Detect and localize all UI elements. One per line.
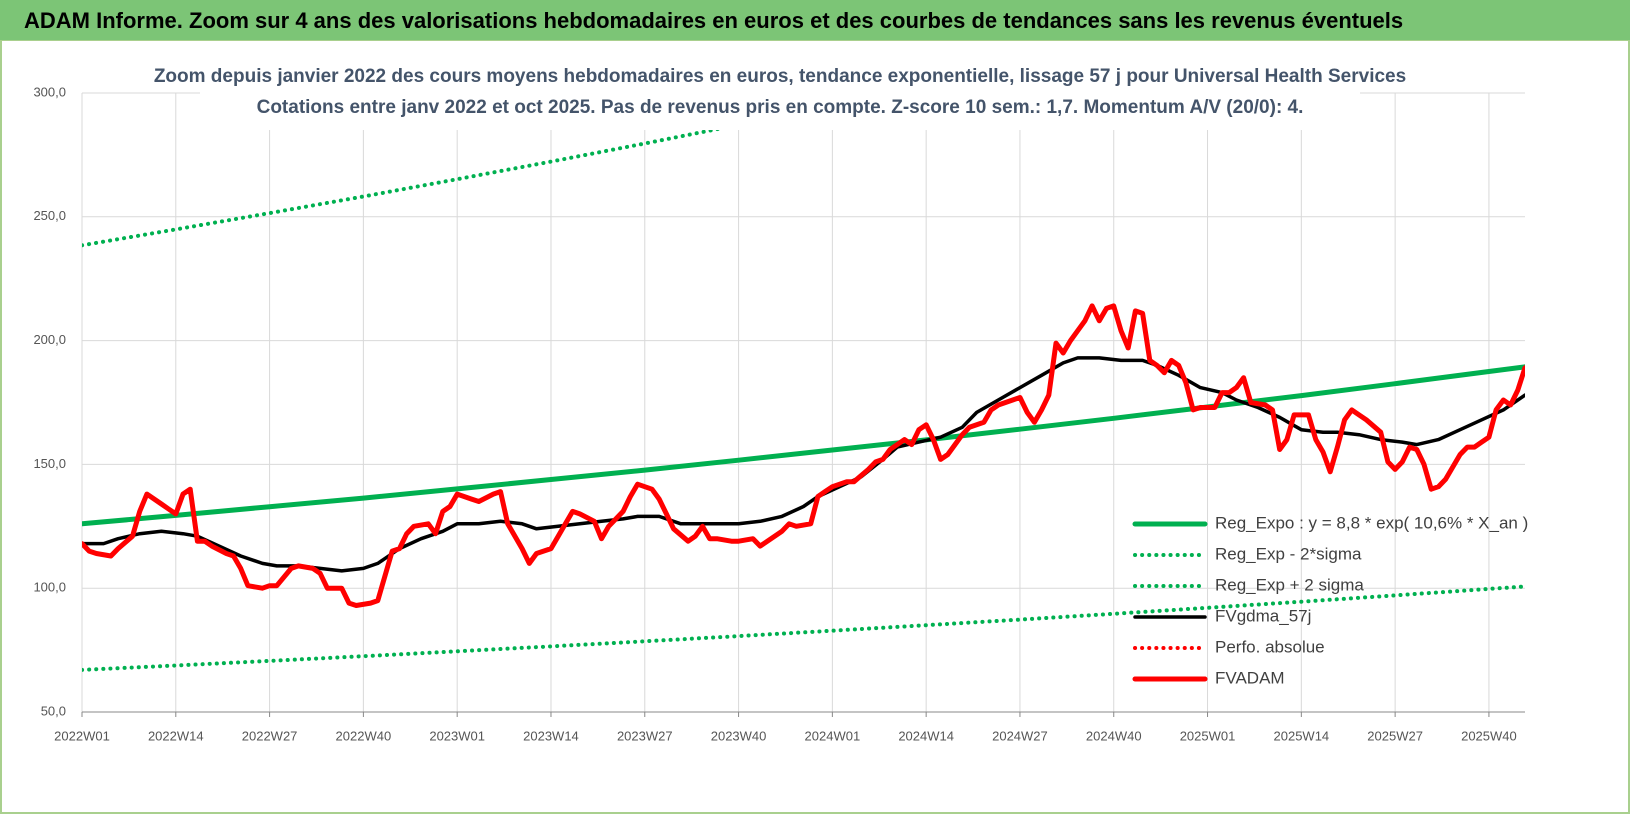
x-tick-label: 2023W14	[523, 728, 579, 743]
y-tick-label: 150,0	[33, 456, 66, 471]
y-tick-label: 300,0	[33, 84, 66, 99]
x-tick-label: 2024W27	[992, 728, 1048, 743]
series-line	[82, 356, 1525, 573]
legend-label: FVADAM	[1215, 668, 1285, 687]
series-line	[82, 584, 1525, 672]
x-tick-label: 2023W27	[617, 728, 673, 743]
chart-subtitle: Cotations entre janv 2022 et oct 2025. P…	[257, 97, 1304, 118]
grid: 50,0 100,0 150,0 200,0 250,0 300,0 2022W01 2022…	[33, 84, 1525, 743]
x-tick-label: 2025W01	[1180, 728, 1236, 743]
x-tick-label: 2023W01	[429, 728, 485, 743]
y-tick-label: 50,0	[41, 703, 66, 718]
x-tick-label: 2024W01	[805, 728, 861, 743]
legend-label: Reg_Exp - 2*sigma	[1215, 544, 1362, 563]
x-tick-label: 2023W40	[711, 728, 767, 743]
legend-label: FVgdma_57j	[1215, 606, 1311, 625]
title-box	[200, 60, 1360, 130]
legend: Reg_Expo : y = 8,8 * exp( 10,6% * X_an )…	[1132, 513, 1528, 687]
x-tick-label: 2022W40	[336, 728, 392, 743]
series-line	[82, 364, 1525, 527]
legend-label: Reg_Expo : y = 8,8 * exp( 10,6% * X_an )	[1215, 513, 1528, 532]
series-line	[82, 303, 1525, 608]
x-tick-label: 2025W40	[1461, 728, 1517, 743]
x-tick-label: 2022W14	[148, 728, 204, 743]
y-tick-label: 250,0	[33, 208, 66, 223]
legend-label: Perfo. absolue	[1215, 637, 1325, 656]
chart-title: Zoom depuis janvier 2022 des cours moyen…	[154, 66, 1406, 87]
header-bar	[0, 0, 1630, 40]
x-tick-label: 2022W27	[242, 728, 298, 743]
x-tick-label: 2024W40	[1086, 728, 1142, 743]
y-tick-label: 100,0	[33, 580, 66, 595]
x-tick-label: 2025W27	[1367, 728, 1423, 743]
plot-area	[82, 93, 1525, 672]
y-tick-label: 200,0	[33, 332, 66, 347]
series-line	[82, 93, 904, 248]
x-tick-label: 2025W14	[1274, 728, 1330, 743]
header-title: ADAM Informe. Zoom sur 4 ans des valoris…	[24, 8, 1403, 33]
legend-label: Reg_Exp + 2 sigma	[1215, 575, 1364, 594]
x-tick-label: 2022W01	[54, 728, 110, 743]
x-tick-label: 2024W14	[898, 728, 954, 743]
